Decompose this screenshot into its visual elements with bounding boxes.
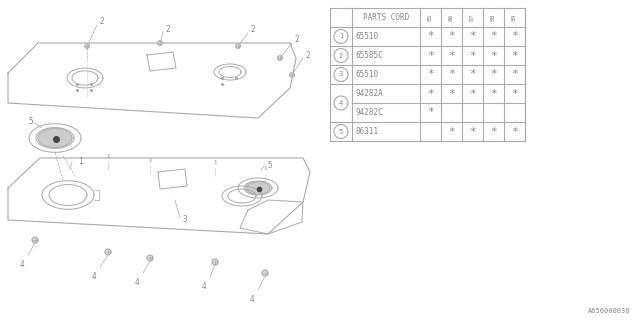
Text: *: *: [448, 31, 455, 42]
Text: 1: 1: [339, 34, 343, 39]
Polygon shape: [236, 44, 240, 48]
Text: 1: 1: [264, 166, 267, 171]
Text: *: *: [469, 69, 476, 79]
Text: 2: 2: [339, 52, 343, 59]
Text: 86311: 86311: [356, 127, 379, 136]
Text: 1: 1: [148, 158, 152, 163]
Text: *: *: [469, 31, 476, 42]
Polygon shape: [84, 44, 90, 48]
Text: *: *: [427, 89, 434, 99]
Text: PARTS CORD: PARTS CORD: [363, 13, 409, 22]
Text: 1: 1: [213, 160, 216, 165]
Text: 88: 88: [491, 14, 496, 21]
Text: 2: 2: [305, 51, 310, 60]
Polygon shape: [32, 237, 38, 243]
Polygon shape: [105, 249, 111, 255]
Text: *: *: [469, 89, 476, 99]
Text: *: *: [427, 31, 434, 42]
Text: 3: 3: [339, 71, 343, 77]
Text: 87: 87: [470, 14, 475, 21]
Polygon shape: [246, 182, 270, 194]
Text: 4: 4: [134, 278, 140, 287]
Polygon shape: [157, 41, 163, 45]
Text: 5: 5: [28, 117, 33, 126]
Text: 86: 86: [449, 14, 454, 21]
Polygon shape: [262, 270, 268, 276]
Text: *: *: [490, 31, 497, 42]
Text: 4: 4: [250, 295, 254, 304]
Text: A656000038: A656000038: [588, 308, 630, 314]
Text: 5: 5: [339, 129, 343, 134]
Text: *: *: [511, 126, 518, 137]
Text: 1: 1: [77, 157, 83, 166]
Text: *: *: [469, 51, 476, 60]
Text: *: *: [448, 89, 455, 99]
Polygon shape: [278, 56, 282, 60]
Text: 65510: 65510: [356, 32, 379, 41]
Text: 3: 3: [182, 215, 188, 225]
Polygon shape: [38, 129, 72, 147]
Text: *: *: [427, 51, 434, 60]
Text: *: *: [511, 31, 518, 42]
Text: *: *: [490, 126, 497, 137]
Text: *: *: [511, 69, 518, 79]
Text: 2: 2: [99, 18, 104, 27]
Text: 1: 1: [106, 154, 109, 159]
Text: 65585C: 65585C: [356, 51, 384, 60]
Text: *: *: [448, 51, 455, 60]
Polygon shape: [212, 259, 218, 265]
Text: *: *: [427, 69, 434, 79]
Text: *: *: [427, 108, 434, 117]
Text: 2: 2: [165, 25, 170, 34]
Text: 89: 89: [512, 14, 517, 21]
Text: 2: 2: [250, 26, 255, 35]
Text: *: *: [490, 89, 497, 99]
Text: *: *: [511, 89, 518, 99]
Text: *: *: [511, 51, 518, 60]
Text: *: *: [490, 69, 497, 79]
Text: 5: 5: [267, 161, 271, 170]
Text: *: *: [469, 126, 476, 137]
Text: 2: 2: [294, 36, 299, 44]
Text: 65510: 65510: [356, 70, 379, 79]
Text: 85: 85: [428, 14, 433, 21]
Text: *: *: [448, 126, 455, 137]
Text: 4: 4: [92, 272, 96, 281]
Text: 4: 4: [339, 100, 343, 106]
Text: 94282C: 94282C: [356, 108, 384, 117]
Polygon shape: [147, 255, 153, 261]
Text: 4: 4: [202, 282, 206, 291]
Text: *: *: [490, 51, 497, 60]
Polygon shape: [290, 73, 294, 77]
Text: 94282A: 94282A: [356, 89, 384, 98]
Text: 4: 4: [20, 260, 24, 269]
Text: *: *: [448, 69, 455, 79]
